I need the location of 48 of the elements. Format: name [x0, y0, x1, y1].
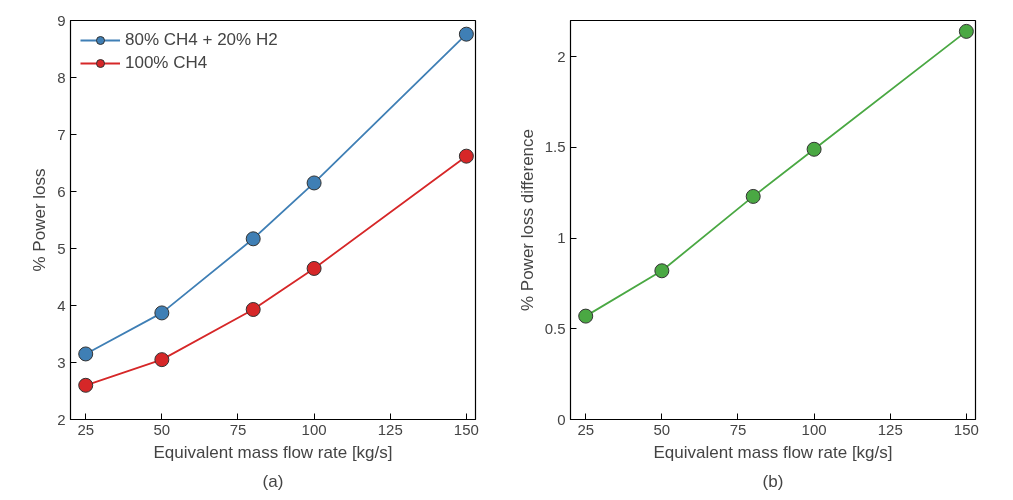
x-tick-label: 150	[453, 420, 479, 438]
legend-label: 100% CH4	[125, 53, 208, 73]
point	[745, 188, 761, 204]
point	[806, 141, 822, 157]
point	[245, 302, 261, 317]
point	[306, 175, 322, 191]
x-tick-label: 50	[153, 420, 171, 438]
y-tick-label: 4	[57, 296, 66, 314]
point	[154, 305, 170, 321]
point	[458, 148, 474, 164]
y-tick-label: 8	[57, 68, 66, 86]
x-tick-label: 25	[577, 420, 595, 438]
point	[78, 346, 94, 362]
text: (b)	[762, 471, 784, 491]
point	[654, 263, 670, 279]
x-tick-label: 125	[877, 420, 903, 438]
point	[245, 231, 261, 247]
x-tick-label: 50	[653, 420, 671, 438]
y-axis-title: % Power loss difference	[517, 128, 537, 312]
x-tick-label: 150	[953, 420, 979, 438]
x-tick-label: 100	[301, 420, 327, 438]
y-tick-label: 1	[557, 229, 566, 247]
x-tick-label: 125	[377, 420, 403, 438]
y-tick-label: 9	[57, 11, 66, 29]
point	[78, 377, 94, 393]
x-tick-label: 100	[801, 420, 827, 438]
point	[458, 26, 474, 42]
legend-label: 80% CH4 + 20% H2	[125, 30, 278, 50]
y-tick-label: 0.5	[544, 319, 566, 337]
x-tick-label: 75	[229, 420, 247, 438]
y-tick-label: 7	[57, 125, 66, 143]
y-tick-label: 6	[57, 182, 66, 200]
point	[306, 260, 322, 276]
x-axis-title: Equivalent mass flow rate [kg/s]	[153, 442, 393, 462]
y-tick-label: 5	[57, 239, 66, 257]
y-tick-label: 1.5	[544, 138, 566, 156]
y-axis-title: % Power loss	[30, 168, 50, 272]
point	[958, 23, 974, 39]
y-tick-label: 2	[557, 47, 566, 65]
y-tick-label: 3	[57, 353, 66, 371]
x-axis-title: Equivalent mass flow rate [kg/s]	[653, 442, 893, 462]
y-tick-label: 2	[57, 410, 66, 428]
x-tick-label: 75	[729, 420, 747, 438]
text: (a)	[262, 471, 284, 491]
x-tick-label: 25	[77, 420, 95, 438]
point	[154, 352, 170, 368]
point	[578, 308, 594, 324]
y-tick-label: 0	[557, 410, 566, 428]
